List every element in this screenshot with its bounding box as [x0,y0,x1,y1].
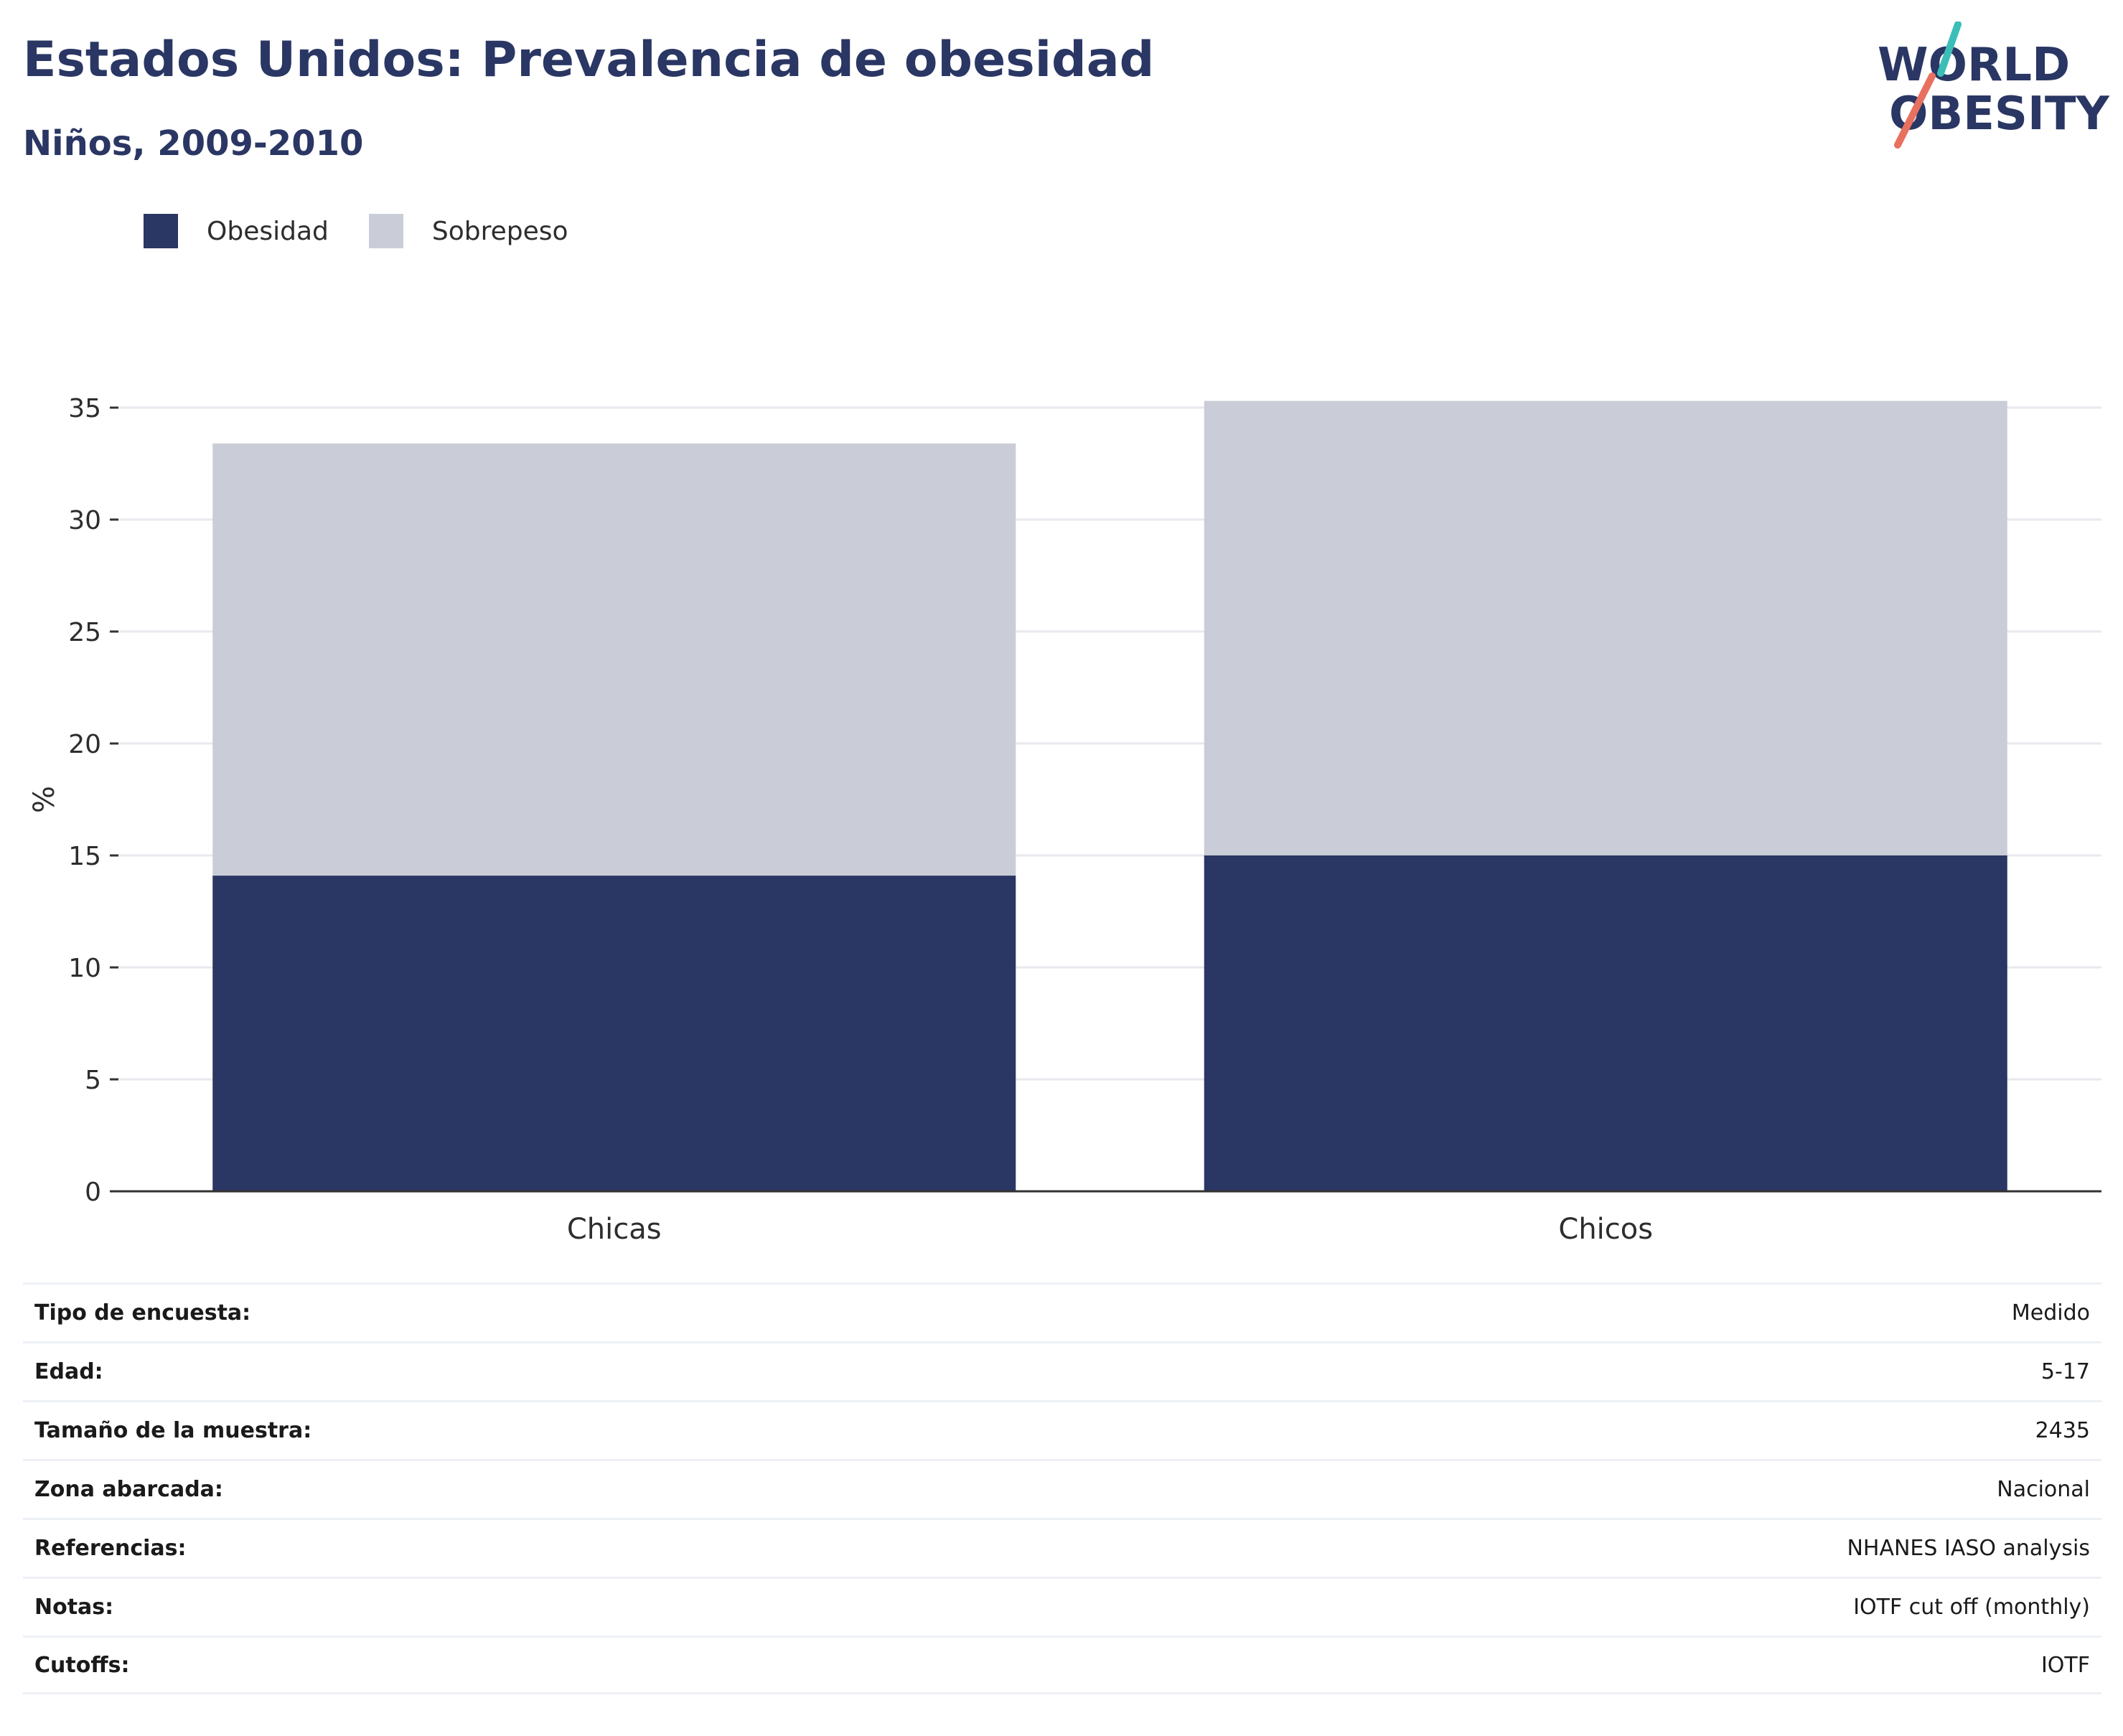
info-label: Tipo de encuesta: [34,1300,251,1326]
logo-coral-stroke [1894,72,1936,149]
survey-info-table: Tipo de encuesta: Medido Edad: 5-17 Tamaño… [23,1282,2101,1694]
info-label: Referencias: [34,1536,187,1561]
x-tick-label: Chicas [567,1213,662,1242]
y-tick-label: 5 [85,1066,101,1095]
y-tick-label: 25 [68,618,101,647]
stacked-bar-chart: 0 5 10 15 20 25 30 35% Chicas Chicos [28,394,2101,1242]
info-value: Nacional [1997,1477,2090,1502]
info-row: Tipo de encuesta: Medido [23,1282,2101,1341]
info-row: Notas: IOTF cut off (monthly) [23,1577,2101,1636]
chart-title: Estados Unidos: Prevalencia de obesidad [23,32,1155,88]
info-label: Zona abarcada: [34,1477,223,1502]
legend-item-sobrepeso[interactable]: Sobrepeso [368,214,568,248]
info-label: Cutoffs: [34,1652,130,1678]
bar-sobrepeso-chicas[interactable] [212,443,1016,876]
info-value: 5-17 [2040,1359,2090,1384]
legend-label-obesidad: Obesidad [207,216,329,246]
info-value: IOTF [2040,1652,2090,1678]
info-value: 2435 [2035,1418,2090,1443]
info-row: Zona abarcada: Nacional [23,1459,2101,1518]
info-label: Tamaño de la muestra: [34,1418,312,1443]
bar-sobrepeso-chicos[interactable] [1204,400,2007,855]
legend-item-obesidad[interactable]: Obesidad [144,214,329,248]
info-row: Referencias: NHANES IASO analysis [23,1518,2101,1577]
y-tick-label: 15 [68,842,101,871]
info-label: Edad: [34,1359,103,1384]
chart-subtitle: Niños, 2009-2010 [23,123,364,164]
info-row: Tamaño de la muestra: 2435 [23,1400,2101,1459]
chart-legend: Obesidad Sobrepeso [144,214,609,248]
info-label: Notas: [34,1595,114,1620]
y-tick-label: 20 [68,730,101,759]
logo-teal-stroke [1937,22,1962,77]
legend-swatch-obesidad [144,214,178,248]
world-obesity-logo: WORLD OBESITY [1878,22,2109,149]
y-tick-label: 35 [68,394,101,423]
bar-obesidad-chicas[interactable] [212,876,1016,1191]
info-row: Cutoffs: IOTF [23,1636,2101,1694]
logo-line1: WORLD [1878,39,2070,92]
x-tick-label: Chicos [1558,1213,1653,1242]
info-row: Edad: 5-17 [23,1341,2101,1400]
y-tick-label: 0 [85,1178,101,1207]
y-tick-label: 10 [68,954,101,983]
legend-swatch-sobrepeso [368,214,403,248]
y-tick-label: 30 [68,506,101,535]
y-axis-label: % [28,786,61,813]
legend-label-sobrepeso: Sobrepeso [431,216,568,246]
info-value: NHANES IASO analysis [1847,1536,2090,1561]
info-value: IOTF cut off (monthly) [1853,1595,2090,1620]
bar-obesidad-chicos[interactable] [1204,855,2007,1191]
info-value: Medido [2011,1300,2090,1326]
